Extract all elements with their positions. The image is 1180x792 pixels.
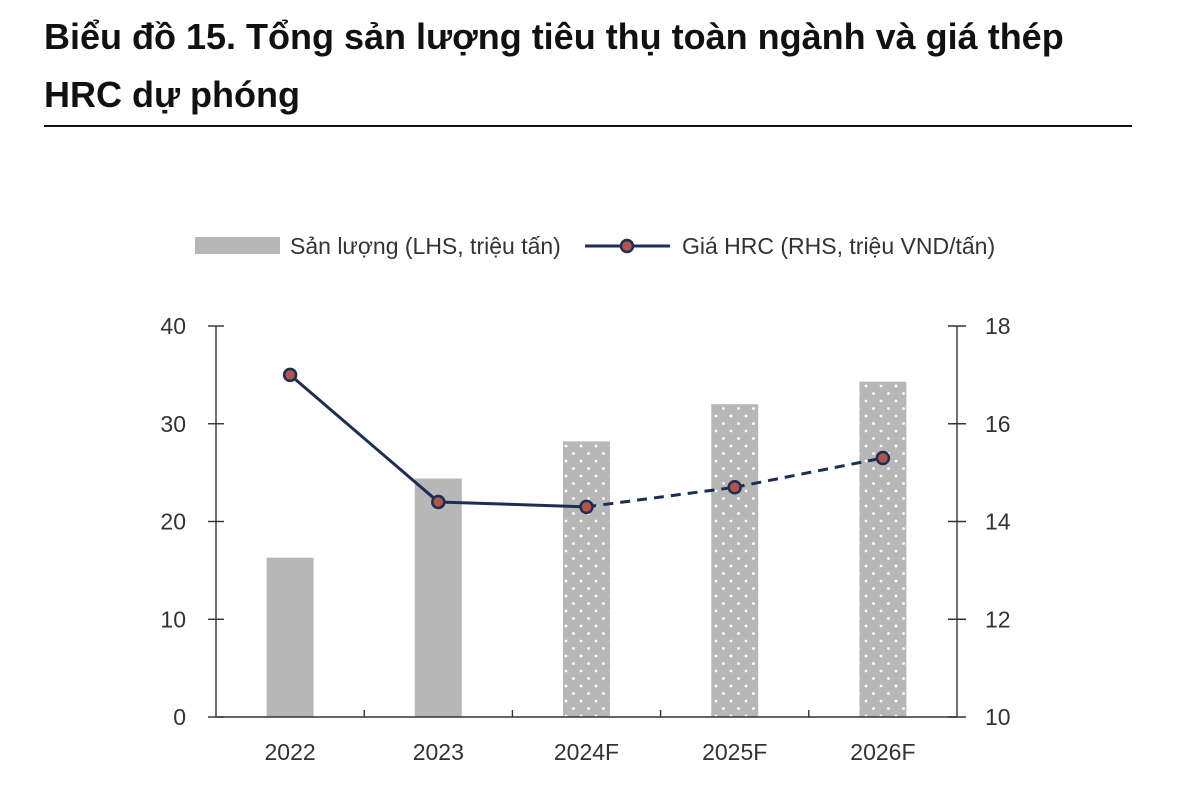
y-left-tick-label: 0 bbox=[173, 704, 186, 730]
bar-2023 bbox=[414, 478, 462, 717]
point-2024f bbox=[579, 499, 594, 515]
bar-2025f bbox=[711, 404, 759, 717]
point-2026f bbox=[875, 450, 891, 466]
point-2023 bbox=[431, 494, 446, 510]
points-group bbox=[282, 367, 891, 515]
line-segment-2024f-to-2025f bbox=[586, 485, 735, 509]
x-tick-label-2024f: 2024F bbox=[554, 739, 619, 765]
y-right-tick-label: 18 bbox=[985, 313, 1011, 339]
legend-label-bar: Sản lượng (LHS, triệu tấn) bbox=[290, 233, 561, 259]
line-segment-2023-to-2024f bbox=[436, 500, 588, 509]
bar-2026f bbox=[859, 381, 907, 717]
point-2025f bbox=[727, 480, 742, 495]
axes-group: 0 10 20 30 40 10 12 14 16 18 2022 2023 2024F 2025F 202… bbox=[160, 313, 1010, 765]
legend-swatch-marker bbox=[619, 238, 635, 254]
x-tick-label-2025f: 2025F bbox=[702, 739, 767, 765]
y-left-tick-label: 40 bbox=[160, 313, 186, 339]
chart-title: Biểu đồ 15. Tổng sản lượng tiêu thụ toàn… bbox=[44, 16, 1064, 115]
y-right-tick-label: 14 bbox=[985, 509, 1011, 535]
line-group bbox=[288, 373, 884, 509]
x-tick-label-2023: 2023 bbox=[413, 739, 464, 765]
x-tick-label-2022: 2022 bbox=[265, 739, 316, 765]
bar-2022 bbox=[266, 557, 314, 717]
bars-group bbox=[266, 381, 907, 717]
y-right-tick-label: 16 bbox=[985, 411, 1011, 437]
line-segment-2025f-to-2026f bbox=[734, 456, 884, 489]
bar-2024f bbox=[563, 441, 610, 717]
y-left-tick-label: 30 bbox=[160, 411, 186, 437]
point-2022 bbox=[282, 367, 298, 383]
legend-swatch-bar bbox=[195, 237, 280, 254]
y-left-tick-label: 10 bbox=[160, 606, 186, 632]
x-tick-label-2026f: 2026F bbox=[850, 739, 915, 765]
title-underline bbox=[44, 125, 1132, 127]
line-segment-2022-to-2023 bbox=[288, 373, 440, 504]
legend-label-line: Giá HRC (RHS, triệu VND/tấn) bbox=[682, 233, 995, 259]
y-left-tick-label: 20 bbox=[160, 509, 186, 535]
legend: Sản lượng (LHS, triệu tấn) Giá HRC (RHS,… bbox=[195, 233, 995, 259]
y-right-tick-label: 10 bbox=[985, 704, 1011, 730]
y-right-tick-label: 12 bbox=[985, 606, 1011, 632]
